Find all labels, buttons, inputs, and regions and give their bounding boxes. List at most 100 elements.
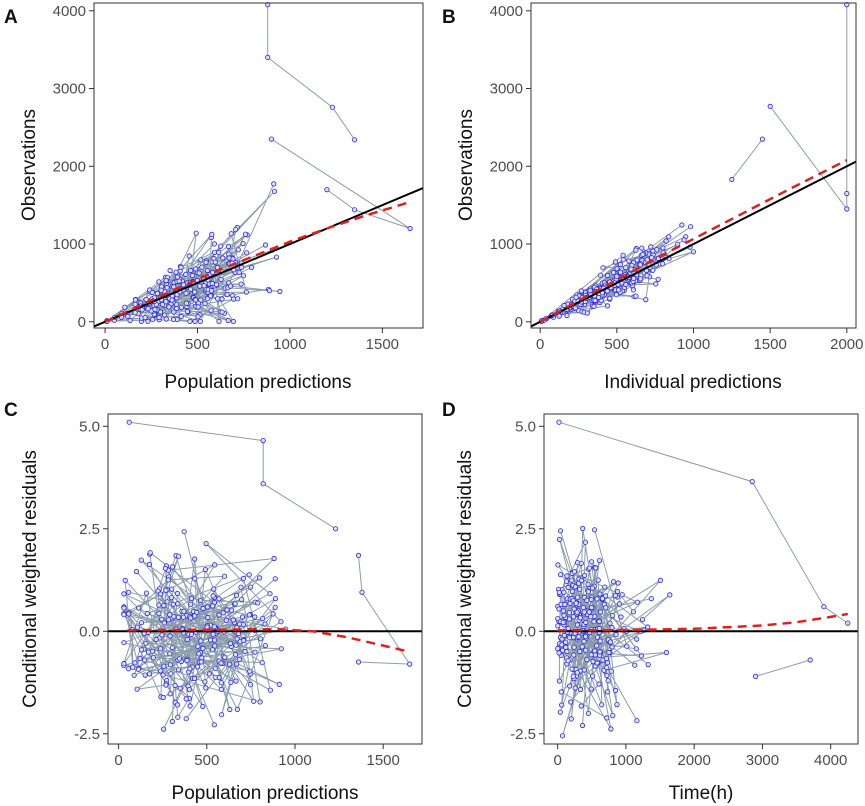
panel-c-data-point — [126, 589, 132, 595]
panel-c-data-point — [184, 657, 190, 664]
panel-d-x-tick-label: 3000 — [746, 752, 779, 769]
panel-d-data-point — [618, 614, 624, 620]
panel-c-data-point — [205, 614, 211, 621]
panel-c-data-point — [133, 568, 140, 575]
panel-c-data-point — [159, 632, 165, 638]
panel-b-data-point — [617, 261, 624, 268]
panel-d-data-point — [594, 634, 601, 640]
panel-letter-d: D — [442, 400, 456, 421]
panel-a-data-point — [188, 286, 194, 292]
panel-d-data-point — [570, 673, 576, 679]
panel-d-data-point — [610, 712, 616, 719]
panel-d-x-tick-label: 2000 — [677, 752, 710, 769]
panel-d-data-point — [577, 586, 583, 592]
panel-c-data-point — [142, 672, 148, 678]
panel-c-data-point — [131, 672, 137, 678]
panel-a-data-point — [178, 313, 184, 319]
panel-c-outlier-point — [260, 481, 266, 487]
panel-c-data-point — [224, 607, 230, 613]
panel-b-data-point — [561, 302, 567, 309]
panel-c-data-point — [146, 671, 153, 677]
panel-b-data-point — [679, 222, 685, 228]
panel-d-data-point — [595, 577, 601, 583]
panel-d-data-point — [624, 643, 630, 649]
panel-d-data-point — [574, 622, 581, 628]
panel-d-data-point — [614, 588, 621, 595]
panel-c-data-point — [241, 637, 247, 644]
panel-b-data-point — [597, 272, 604, 278]
panel-d-data-point — [580, 604, 586, 611]
panel-b-data-point — [584, 310, 591, 316]
panel-c-data-point — [176, 656, 182, 662]
panel-d-data-point — [579, 722, 586, 729]
panel-a-data-point — [132, 297, 138, 303]
panel-d-data-point — [565, 584, 571, 591]
panel-d-data-point — [581, 609, 587, 615]
panel-d-data-point — [561, 632, 567, 639]
panel-c-data-point — [187, 666, 193, 672]
panel-a-data-point — [186, 253, 192, 259]
panel-d-data-point — [568, 699, 574, 705]
panel-d-data-point — [584, 597, 590, 604]
panel-c-data-point — [158, 591, 164, 597]
panel-a-outlier-point — [268, 136, 274, 142]
panel-c-data-point — [163, 587, 169, 593]
panel-a-data-point — [183, 271, 189, 277]
panel-a-data-point — [156, 279, 162, 285]
panel-d-data-point — [559, 636, 565, 642]
panel-d-y-title: Conditional weighted residuals — [455, 450, 476, 708]
panel-d-data-point — [578, 560, 584, 566]
panel-d-x-tick-label: 0 — [553, 752, 561, 769]
panel-a-data-point — [277, 288, 283, 295]
panel-b-points — [530, 1, 857, 328]
panel-c-data-point — [158, 668, 164, 674]
panel-b-profile-lines — [541, 4, 848, 322]
panel-c-data-point — [202, 566, 208, 573]
panel-d-data-point — [588, 686, 594, 692]
panel-d-data-point — [556, 589, 562, 596]
panel-d-data-point — [566, 635, 573, 641]
panel-c-y-title: Conditional weighted residuals — [20, 450, 41, 708]
panel-a-data-point — [209, 231, 215, 237]
panel-a-data-point — [230, 256, 236, 262]
panel-c-data-point — [138, 557, 144, 563]
panel-b-data-point — [573, 294, 579, 300]
panel-d-data-point — [604, 660, 611, 666]
panel-a-outlier-point — [324, 187, 330, 193]
panel-a-data-point — [199, 264, 205, 270]
panel-c-data-point — [239, 596, 245, 602]
panel-a-y-tick-label: 0 — [78, 314, 86, 331]
panel-d-data-point — [591, 527, 598, 533]
panel-b-data-point — [634, 257, 640, 263]
panel-a-data-point — [220, 255, 226, 261]
panel-a-data-point — [163, 299, 169, 305]
panel-c-data-point — [172, 682, 178, 689]
panel-d-data-point — [667, 592, 673, 598]
panel-a-outlier-point — [351, 207, 358, 213]
panel-c-data-point — [192, 576, 198, 582]
panel-c-data-point — [147, 550, 153, 556]
panel-b-data-point — [628, 266, 634, 272]
panel-a-data-point — [219, 296, 225, 302]
panel-a-data-point — [167, 267, 173, 274]
panel-b-x-tick-label: 2000 — [830, 336, 863, 353]
panel-b-x-tick-label: 0 — [536, 336, 544, 353]
panel-d-data-point — [581, 638, 587, 645]
panel-c-data-point — [248, 682, 254, 688]
panel-c-data-point — [139, 647, 145, 653]
panel-b-data-point — [633, 293, 639, 299]
panel-a-y-tick-label: 4000 — [53, 3, 86, 20]
panel-d-data-point — [604, 664, 610, 671]
panel-c-data-point — [212, 637, 218, 643]
panel-a-data-point — [235, 296, 241, 302]
panel-a-data-point — [228, 231, 234, 237]
panel-a-data-point — [227, 283, 234, 289]
panel-d-data-point — [578, 703, 584, 709]
panel-c-data-point — [122, 577, 128, 584]
panel-c-data-point — [246, 572, 252, 578]
panel-c-data-point — [161, 663, 167, 669]
panel-a-data-point — [184, 308, 190, 315]
panel-c-data-point — [137, 655, 143, 662]
panel-c-data-point — [188, 615, 194, 621]
panel-a-data-point — [216, 318, 222, 324]
